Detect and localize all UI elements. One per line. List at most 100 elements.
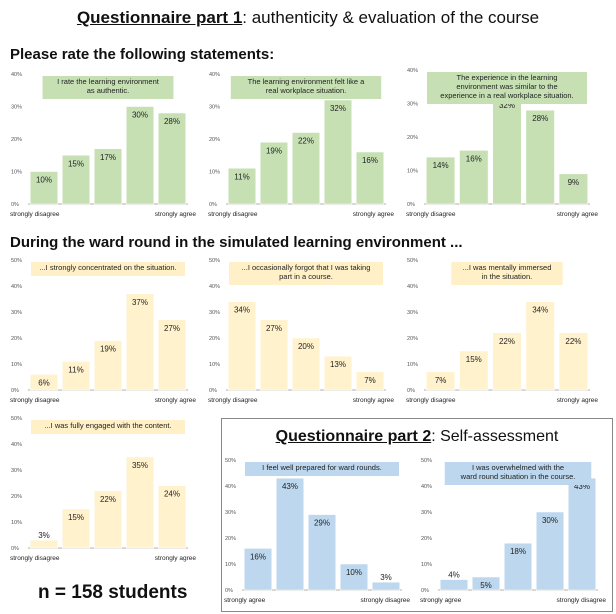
statement-text: ...I occasionally forgot that I was taki… [242,263,371,272]
bar-value-label: 16% [466,154,482,163]
y-tick-label: 10% [11,520,22,526]
x-label-right: strongly agree [557,211,599,218]
y-tick-label: 40% [11,442,22,448]
bar [426,156,456,205]
statement-box [31,262,185,276]
statement-text: I was overwhelmed with the [472,463,564,472]
y-tick-label: 50% [11,416,22,422]
chart-svg: 0% 10% 20% 30% 40% 10% 15% 17% 30% 28% I rate the … [10,72,196,218]
bar-value-label: 28% [164,117,180,126]
statement-text: ward round situation in the course. [460,472,576,481]
y-tick-label: 20% [11,137,22,143]
bar-value-label: 34% [234,306,250,315]
bar [355,371,385,391]
y-tick-label: 30% [407,310,418,316]
statement-box [444,462,592,485]
bar [125,456,155,549]
y-tick-label: 30% [407,102,418,108]
y-tick-label: 0% [407,202,415,208]
chart-svg: 0% 10% 20% 30% 40% 14% 16% 32% 28% 9% The experien… [406,68,599,218]
x-label-right: strongly disagree [361,597,411,604]
bar [291,132,321,205]
x-label-left: strongly disagree [406,397,456,404]
title-part: Questionnaire part 1 [76,8,243,27]
y-tick-label: 50% [407,258,418,264]
bar [227,301,257,391]
bar [29,374,59,391]
y-tick-label: 40% [11,72,22,78]
bar [471,576,501,591]
statement-text: I feel well prepared for ward rounds. [262,463,382,472]
y-tick-label: 30% [421,510,432,516]
bar [492,96,522,205]
statement-text: as authentic. [87,86,130,95]
statement-text: real workplace situation. [266,86,346,95]
chart-prepared: 0% 10% 20% 30% 40% 50% 16% 43% 29% 10% 3% I feel we… [224,456,414,606]
statement-box [451,262,563,285]
y-tick-label: 40% [11,284,22,290]
chart-svg: 0% 10% 20% 30% 40% 11% 19% 22% 32% 16% The learnin… [208,72,394,218]
bar [291,337,321,391]
statement-text: The experience in the learning [457,73,558,82]
bar [503,542,533,591]
y-tick-label: 10% [209,170,220,176]
y-tick-label: 50% [209,258,220,264]
bar [525,109,555,205]
y-tick-label: 30% [209,105,220,111]
bar [29,539,59,549]
bar-value-label: 7% [364,376,376,385]
x-label-left: strongly agree [224,597,266,604]
bar [61,361,91,391]
bar [125,106,155,205]
y-tick-label: 50% [11,258,22,264]
chart-svg: 0% 10% 20% 30% 40% 50% 34% 27% 20% 13% 7% ...I occa… [208,258,395,404]
bar-value-label: 22% [499,337,515,346]
bar-value-label: 10% [36,176,52,185]
bar [157,485,187,549]
part2-title-rest: : Self-assessment [431,428,559,445]
statement-text: ...I strongly concentrated on the situat… [39,263,176,272]
x-label-right: strongly agree [155,397,197,404]
statement-box [245,462,399,476]
statement-text: in the situation. [482,272,532,281]
page-title: Questionnaire part 1: authenticity & eva… [0,8,616,28]
y-tick-label: 10% [225,562,236,568]
bar-value-label: 24% [164,490,180,499]
y-tick-label: 20% [209,137,220,143]
y-tick-label: 10% [11,362,22,368]
chart-svg: 0% 10% 20% 30% 40% 50% 3% 15% 22% 35% 24% ...I was … [10,416,196,562]
bar-value-label: 43% [282,482,298,491]
bar [275,477,305,591]
bar [61,155,91,205]
bar-value-label: 34% [532,306,548,315]
x-label-right: strongly agree [353,397,395,404]
section-heading-ratings: Please rate the following statements: [10,46,275,63]
y-tick-label: 0% [209,388,217,394]
chart-workplace-similar: 0% 10% 20% 30% 40% 14% 16% 32% 28% 9% The experien… [406,66,602,220]
bar-value-label: 43% [574,482,590,491]
part2-title: Questionnaire part 2: Self-assessment [221,428,613,446]
x-label-left: strongly disagree [406,211,456,218]
statement-text: environment was similar to the [456,82,557,91]
bar [567,477,597,591]
bar [535,511,565,591]
chart-concentrated: 0% 10% 20% 30% 40% 50% 6% 11% 19% 37% 27% ...I stro… [10,256,200,406]
bar-value-label: 37% [132,298,148,307]
bar [61,508,91,549]
y-tick-label: 40% [421,484,432,490]
x-label-right: strongly agree [557,397,599,404]
bar-value-label: 27% [266,324,282,333]
y-tick-label: 10% [407,169,418,175]
bar-value-label: 20% [298,342,314,351]
statement-box [427,72,587,104]
bar-value-label: 7% [435,376,447,385]
bar [259,142,289,205]
chart-svg: 0% 10% 20% 30% 40% 50% 7% 15% 22% 34% 22% ...I was … [406,258,599,404]
chart-workplace-feel: 0% 10% 20% 30% 40% 11% 19% 22% 32% 16% The learnin… [208,70,398,220]
y-tick-label: 10% [421,562,432,568]
y-tick-label: 20% [225,536,236,542]
chart-forgot-course: 0% 10% 20% 30% 40% 50% 34% 27% 20% 13% 7% ...I occa… [208,256,398,406]
x-label-left: strongly disagree [208,397,258,404]
statement-text: experience in a real workplace situation… [440,91,573,100]
statement-text: The learning environment felt like a [248,77,366,86]
